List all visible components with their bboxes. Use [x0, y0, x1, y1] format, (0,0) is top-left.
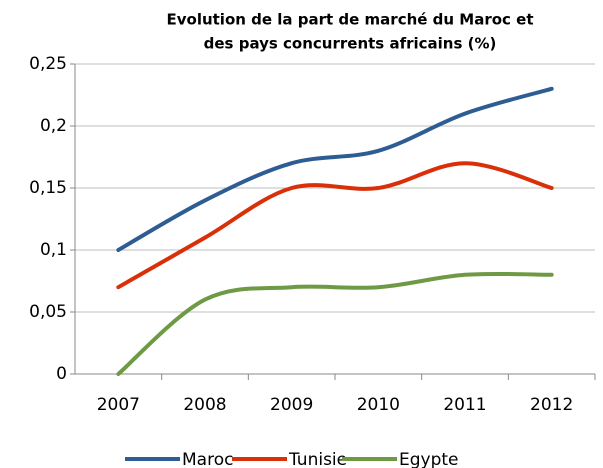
- y-tick-label: 0,1: [40, 240, 67, 260]
- y-tick-label: 0,25: [29, 54, 67, 74]
- y-tick-label: 0,2: [40, 116, 67, 136]
- x-tick-label: 2008: [183, 395, 226, 415]
- line: [116, 86, 554, 252]
- y-tick-label: 0,05: [29, 302, 67, 322]
- chart-title: Evolution de la part de marché du Maroc …: [166, 11, 533, 29]
- line: [116, 271, 554, 376]
- x-tick-label: 2011: [443, 395, 486, 415]
- legend-label: Maroc: [182, 450, 233, 468]
- line: [116, 161, 554, 290]
- x-tick-label: 2007: [97, 395, 140, 415]
- x-tick-label: 2010: [357, 395, 400, 415]
- y-tick-label: 0,15: [29, 178, 67, 198]
- y-tick-label: 0: [56, 364, 67, 384]
- x-tick-label: 2012: [530, 395, 573, 415]
- chart-title: des pays concurrents africains (%): [204, 35, 497, 53]
- x-tick-label: 2009: [270, 395, 313, 415]
- legend-label: Tunisie: [288, 450, 347, 468]
- legend-label: Egypte: [399, 450, 459, 468]
